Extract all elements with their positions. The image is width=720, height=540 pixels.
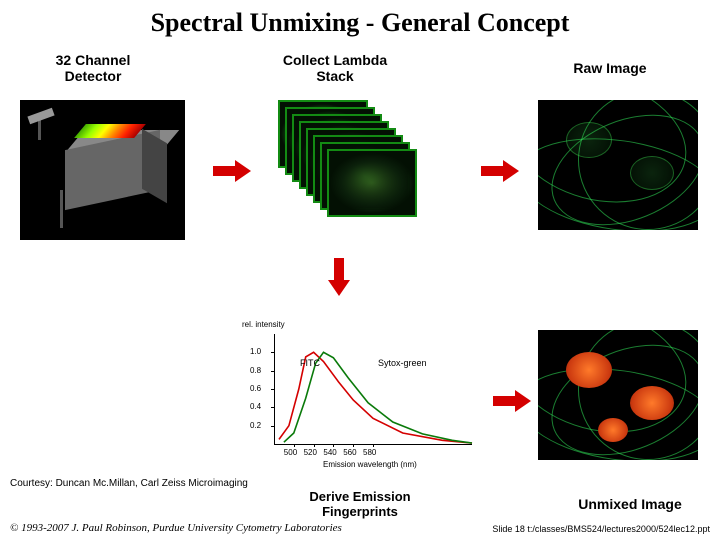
raw-label: Raw Image	[555, 60, 665, 76]
detector-label: 32 ChannelDetector	[38, 52, 148, 84]
series-label: Sytox-green	[378, 358, 427, 368]
stack-label: Collect LambdaStack	[265, 52, 405, 84]
footer-copyright: © 1993-2007 J. Paul Robinson, Purdue Uni…	[10, 522, 342, 534]
derive-label: Derive EmissionFingerprints	[275, 490, 445, 520]
detector-figure	[20, 100, 185, 240]
unmixed-image	[538, 330, 698, 460]
spectrum-chart: rel. intensity 0.20.40.60.81.05005205405…	[240, 320, 480, 470]
page-title: Spectral Unmixing - General Concept	[0, 8, 720, 38]
stack-frame	[327, 149, 417, 217]
courtesy-text: Courtesy: Duncan Mc.Millan, Carl Zeiss M…	[10, 478, 248, 489]
footer-slide: Slide 18 t:/classes/BMS524/lectures2000/…	[492, 524, 710, 534]
raw-image	[538, 100, 698, 230]
series-label: FITC	[300, 358, 320, 368]
spectrum-strip	[74, 124, 146, 138]
unmixed-label: Unmixed Image	[560, 496, 700, 512]
